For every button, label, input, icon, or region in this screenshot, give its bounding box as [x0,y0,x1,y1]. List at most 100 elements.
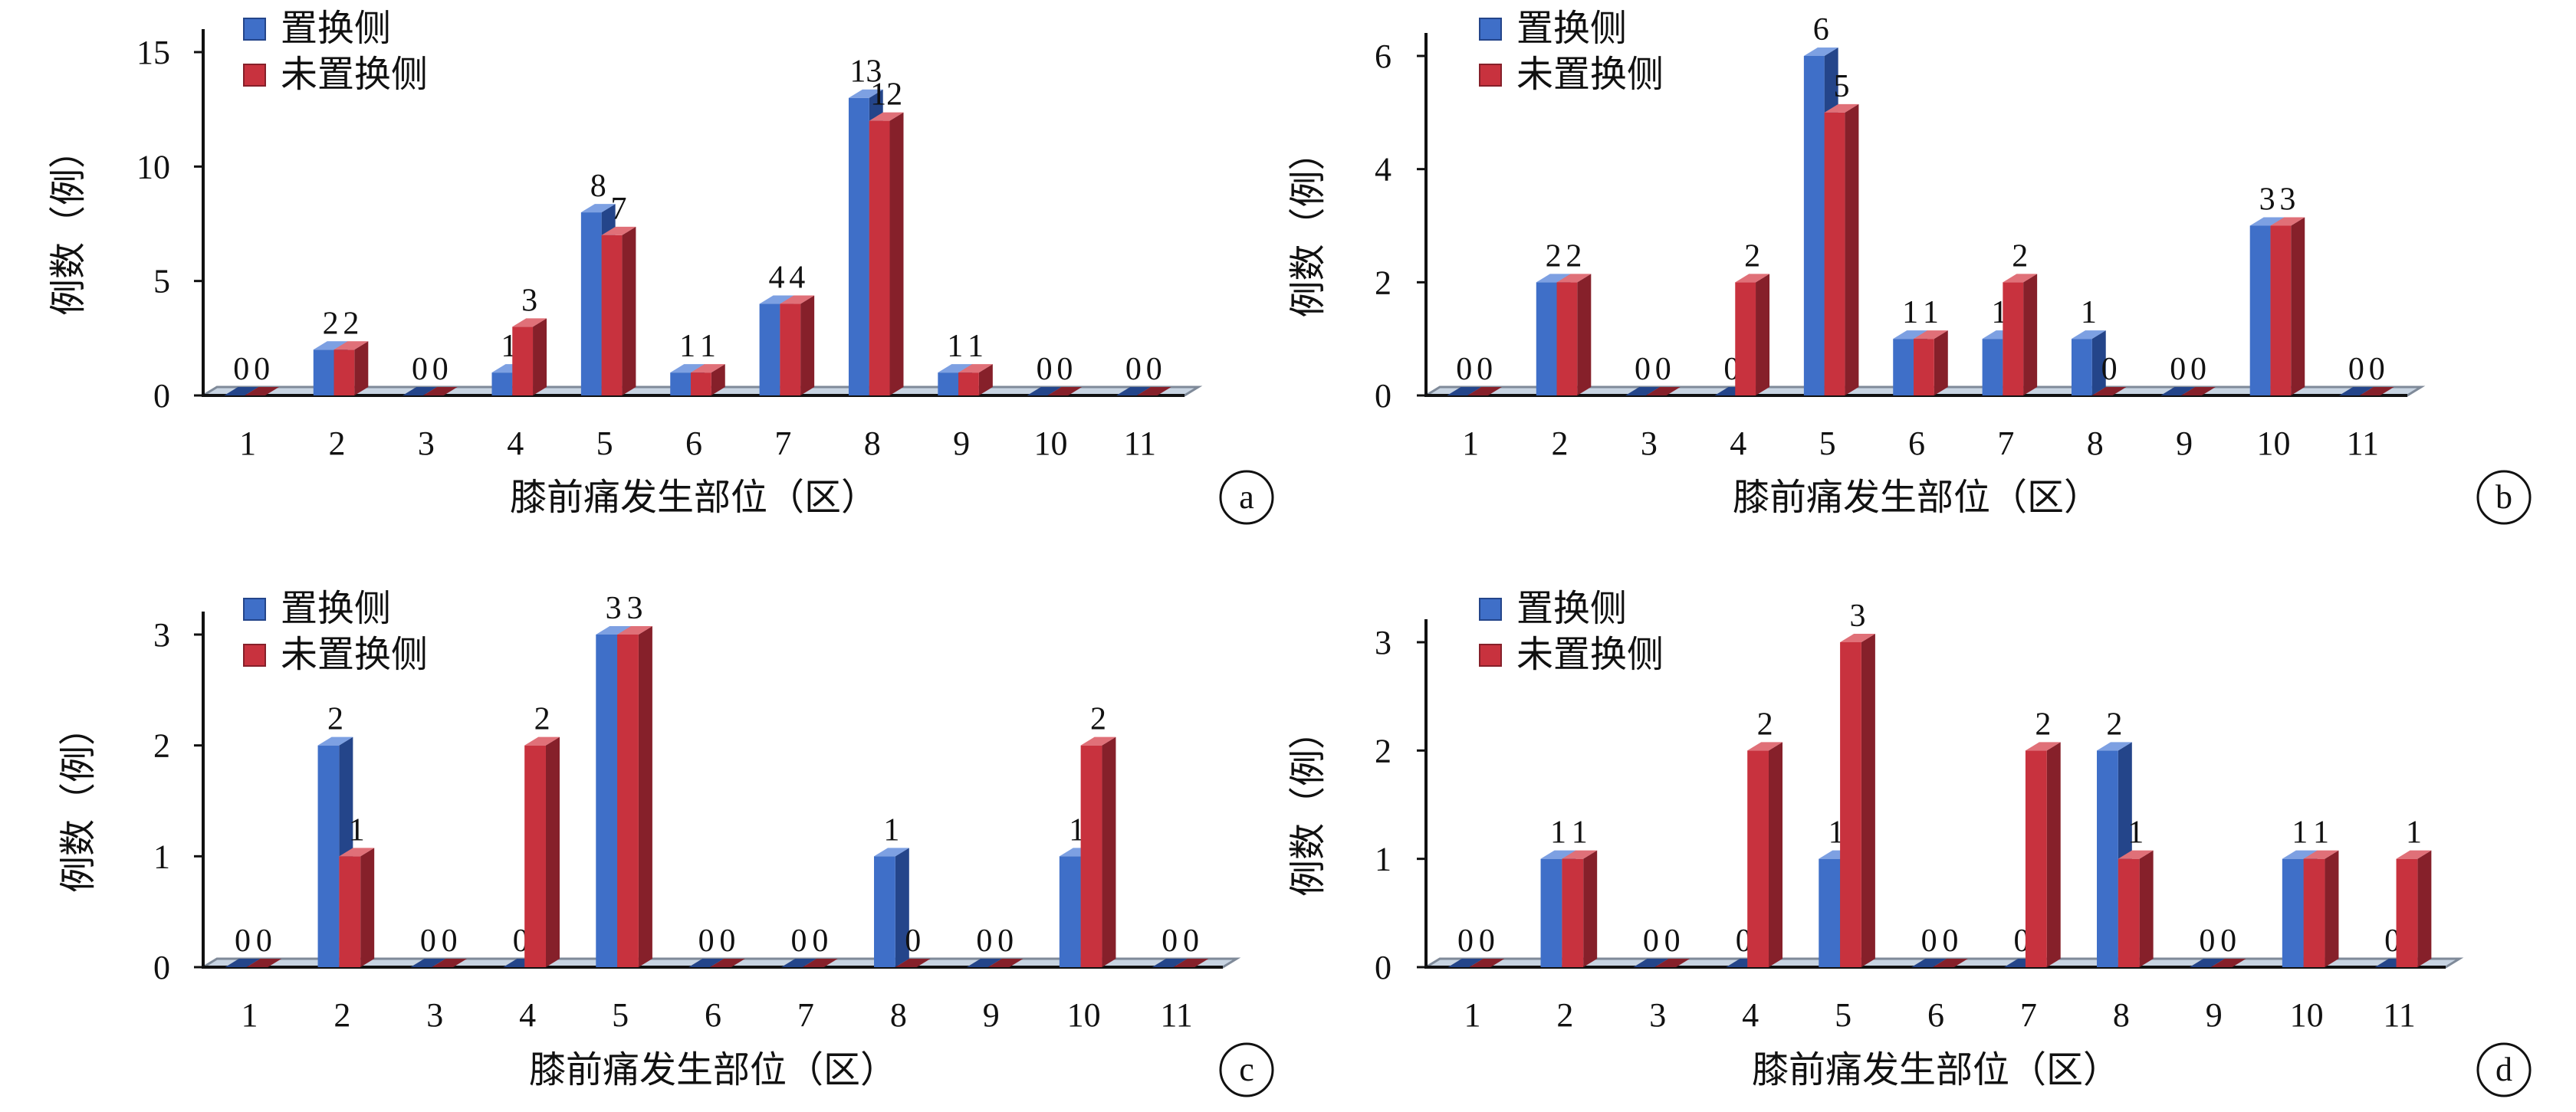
bar-value-label: 1 [1572,815,1588,851]
y-tick-label: 0 [153,377,170,415]
y-tick-label: 2 [1375,264,1392,301]
bar-value-label: 0 [812,923,828,959]
legend-label: 置换侧 [281,589,391,629]
bar-front [2071,339,2092,395]
legend-swatch [1479,644,1502,667]
bar [402,387,437,395]
bar-top [987,959,1024,967]
bar-top [224,387,259,395]
bar [1735,274,1770,395]
legend-label: 未置换侧 [1516,635,1664,675]
y-tick-label: 2 [153,727,170,765]
bar-value-label: 0 [997,923,1014,959]
y-axis-title: 例数（例） [58,709,99,893]
bar-value-label: 0 [2220,923,2236,959]
bar [869,112,904,395]
bar-top [617,626,652,635]
x-tick-label: 7 [2020,996,2037,1034]
legend-label: 置换侧 [1516,589,1627,629]
bar-value-label: 3 [606,591,622,626]
bar-top [339,848,375,857]
bar-top [1173,959,1209,967]
x-tick-label: 10 [2290,996,2324,1034]
bar-front [2097,750,2118,967]
bar [2210,959,2246,967]
x-tick-label: 11 [1124,425,1156,462]
bar-front [339,856,361,967]
bar-top [2003,274,2038,283]
bar-top [432,959,468,967]
bar-value-label: 1 [700,329,716,364]
bar [874,848,909,967]
bar-side [1577,274,1592,395]
bar-front [1893,339,1914,395]
panel-label: c [1239,1051,1254,1088]
bar-front [334,349,355,395]
bar-top [1027,387,1062,395]
y-axis-title: 例数（例） [1288,713,1329,897]
bar-value-label: 7 [611,192,627,227]
bar-front [1747,750,1769,967]
bar [601,226,636,395]
bar-side [2046,742,2061,967]
bar [1447,959,1484,967]
bar-front [1536,282,1557,395]
bar-front [1982,339,2003,395]
x-tick-label: 9 [2176,425,2193,462]
panel-label-circle [2476,1042,2532,1097]
bar-top [1152,959,1188,967]
bar [512,318,547,395]
bar-side [2291,217,2305,395]
bar-top [1556,274,1592,283]
x-tick-label: 3 [1641,425,1658,462]
y-axis-title: 例数（例） [48,132,89,316]
bar-top [780,295,815,304]
bar-side [2417,850,2432,967]
bar [2091,387,2127,395]
bar-front [1080,745,1102,967]
bar-top [2160,387,2196,395]
bar-side [1861,634,1875,967]
bar [2270,217,2305,395]
bar-top [1540,850,1576,859]
x-tick-label: 6 [685,425,702,462]
bar [966,959,1002,967]
bar-front [2003,282,2024,395]
bar-value-label: 0 [1477,352,1493,387]
bar [1645,387,1681,395]
bar [987,959,1024,967]
bar-side [1583,850,1598,967]
bar-top [2091,387,2127,395]
x-tick-label: 2 [1552,425,1569,462]
legend-swatch [243,18,266,41]
bar-front [601,235,623,395]
bar-value-label: 13 [849,54,882,90]
bar-value-label: 0 [1457,923,1474,959]
legend-swatch [243,598,266,621]
x-tick-label: 4 [519,996,536,1034]
bar-value-label: 8 [590,169,606,204]
bar-top [759,295,794,304]
bar-front [580,212,602,395]
x-tick-label: 9 [953,425,970,462]
y-axis-title: 例数（例） [1288,133,1329,317]
bar-front [524,745,546,967]
bar [246,959,282,967]
x-tick-label: 10 [2256,425,2290,462]
bar [1747,742,1783,967]
bar [339,848,375,967]
bar-side [1768,742,1783,967]
bar [1116,387,1151,395]
bar-front [691,372,711,395]
bar-top [670,364,705,373]
bar-front [2025,750,2047,967]
bar-top [402,387,437,395]
y-tick-label: 6 [1375,38,1392,75]
bar-value-label: 0 [2170,352,2186,387]
bar [1469,959,1505,967]
bar-front [759,303,780,395]
bar-front [2118,858,2140,967]
bar [1933,959,1968,967]
x-tick-label: 11 [2383,996,2415,1034]
